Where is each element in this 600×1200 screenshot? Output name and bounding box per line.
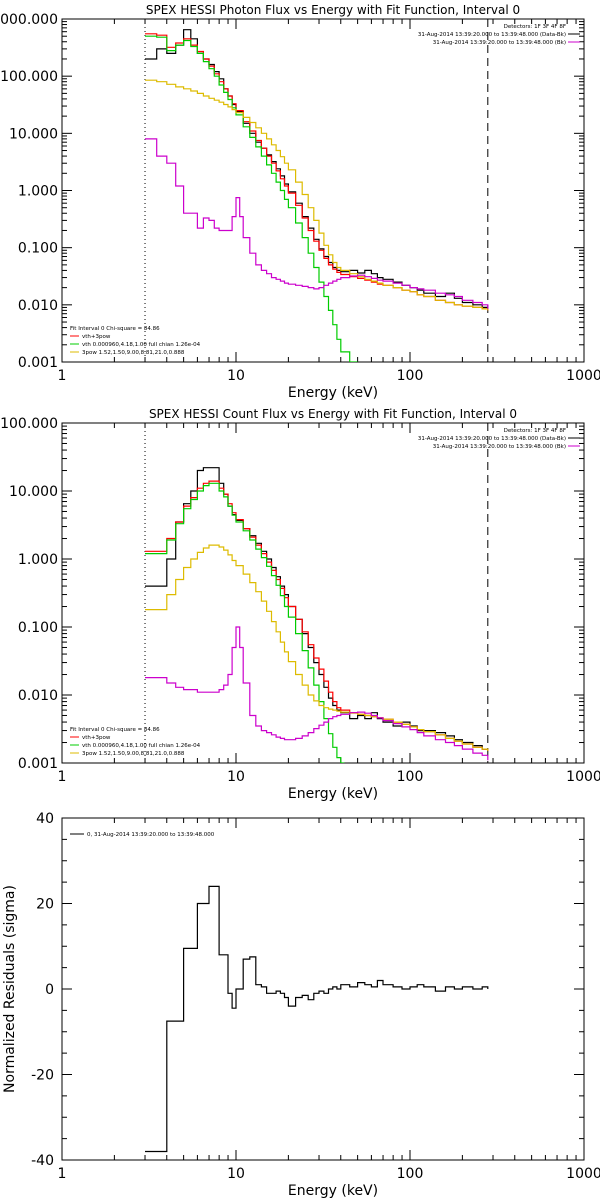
plot-area — [145, 885, 489, 1153]
y-tick-label: -40 — [31, 1153, 54, 1169]
chart-title: SPEX HESSI Count Flux vs Energy with Fit… — [149, 407, 517, 421]
plot-frame — [61, 817, 585, 1161]
y-tick-label: 0.010 — [18, 688, 58, 704]
y-tick-label: 1.000 — [18, 184, 58, 200]
series-thick-line — [145, 79, 489, 311]
x-tick-label: 100 — [397, 1166, 424, 1182]
chart-panel-1: 1 10 100 1000 0.001 0.010 0.100 1.000 10.000 100.… — [0, 3, 600, 401]
chart-panel-2: 1 10 100 1000 0.001 0.010 0.100 1.000 10.000 100.… — [0, 407, 600, 802]
series-resid-line — [145, 885, 489, 1153]
y-tick-label: 0 — [45, 982, 54, 998]
series-bk-line — [145, 138, 489, 309]
y-tick-label: 0.100 — [18, 241, 58, 257]
x-tick-label: 1 — [58, 769, 67, 785]
x-tick-label: 1000 — [566, 769, 600, 785]
y-tick-label: 40 — [36, 811, 54, 827]
y-tick-label: 20 — [36, 897, 54, 913]
legend-fit-entry: vth+3pow — [82, 334, 111, 340]
y-tick-label: 1.000 — [18, 552, 58, 568]
legend-fit-entry: 3pow 1.52,1.50,9.00,8.81,21.0,0.888 — [82, 350, 185, 356]
legend-fit-entry: vth 0.000960,4.18,1.00 full chian 1.26e-… — [82, 342, 201, 348]
legend-fit-entry: vth+3pow — [82, 735, 111, 741]
x-tick-label: 1000 — [566, 1166, 600, 1182]
legend-fit-entry: 3pow 1.52,1.50,9.00,8.81,21.0,0.888 — [82, 751, 185, 757]
plot-area — [144, 423, 489, 763]
y-tick-label: 0.001 — [18, 756, 58, 772]
chart-title: SPEX HESSI Photon Flux vs Energy with Fi… — [146, 3, 520, 17]
legend-residual-entry: 0, 31-Aug-2014 13:39:20.000 to 13:39:48.… — [87, 832, 215, 838]
y-tick-label: 1000.000 — [0, 12, 58, 28]
x-tick-label: 1 — [58, 368, 67, 384]
y-tick-label: -20 — [31, 1068, 54, 1084]
x-tick-label: 10 — [227, 1166, 245, 1182]
y-tick-label: 10.000 — [9, 126, 58, 142]
y-tick-label: 100.000 — [0, 416, 58, 432]
series-data-line — [145, 29, 488, 308]
plot-frame — [61, 422, 585, 764]
x-tick-label: 10 — [227, 368, 245, 384]
series-data-line — [145, 467, 489, 751]
plot-area — [144, 19, 489, 362]
series-fit-line — [145, 33, 489, 311]
legend-interval-entry: 31-Aug-2014 13:39:20.000 to 13:39:48.000… — [418, 436, 566, 442]
x-axis-label: Energy (keV) — [288, 786, 378, 802]
series-vth-line — [145, 482, 345, 763]
legend-fit-entry: vth 0.000960,4.18,1.00 full chian 1.26e-… — [82, 743, 201, 749]
legend-fit-header: Fit Interval 0 Chi-square = 84.86 — [70, 727, 160, 733]
y-tick-label: 10.000 — [9, 484, 58, 500]
x-axis-label: Energy (keV) — [288, 385, 378, 401]
y-tick-label: 0.010 — [18, 298, 58, 314]
series-vth-line — [145, 35, 358, 362]
y-tick-label: 0.001 — [18, 355, 58, 371]
legend-interval-entry: 31-Aug-2014 13:39:20.000 to 13:39:48.000… — [433, 40, 566, 46]
legend-fit-header: Fit Interval 0 Chi-square = 84.86 — [70, 326, 160, 332]
plot-frame — [61, 18, 585, 363]
series-fit-line — [145, 480, 489, 751]
chart-panel-3: 1 10 100 1000 -40 -20 0 20 40 Energy (keV) Normali… — [2, 811, 600, 1199]
series-bk-line — [145, 626, 489, 761]
y-tick-label: 0.100 — [18, 620, 58, 636]
legend-interval-entry: 31-Aug-2014 13:39:20.000 to 13:39:48.000… — [433, 444, 566, 450]
y-tick-label: 100.000 — [0, 69, 58, 85]
x-axis-label: Energy (keV) — [288, 1183, 378, 1199]
legend-detectors-header: Detectors: 1F 3F 4F 8F — [504, 24, 566, 30]
legend-detectors-header: Detectors: 1F 3F 4F 8F — [504, 428, 566, 434]
x-tick-label: 1000 — [566, 368, 600, 384]
legend-interval-entry: 31-Aug-2014 13:39:20.000 to 13:39:48.000… — [418, 32, 566, 38]
y-axis-label: Normalized Residuals (sigma) — [2, 885, 18, 1093]
x-tick-label: 100 — [397, 368, 424, 384]
x-tick-label: 10 — [227, 769, 245, 785]
series-thick-line — [145, 544, 489, 751]
x-tick-label: 1 — [58, 1166, 67, 1182]
x-tick-label: 100 — [397, 769, 424, 785]
